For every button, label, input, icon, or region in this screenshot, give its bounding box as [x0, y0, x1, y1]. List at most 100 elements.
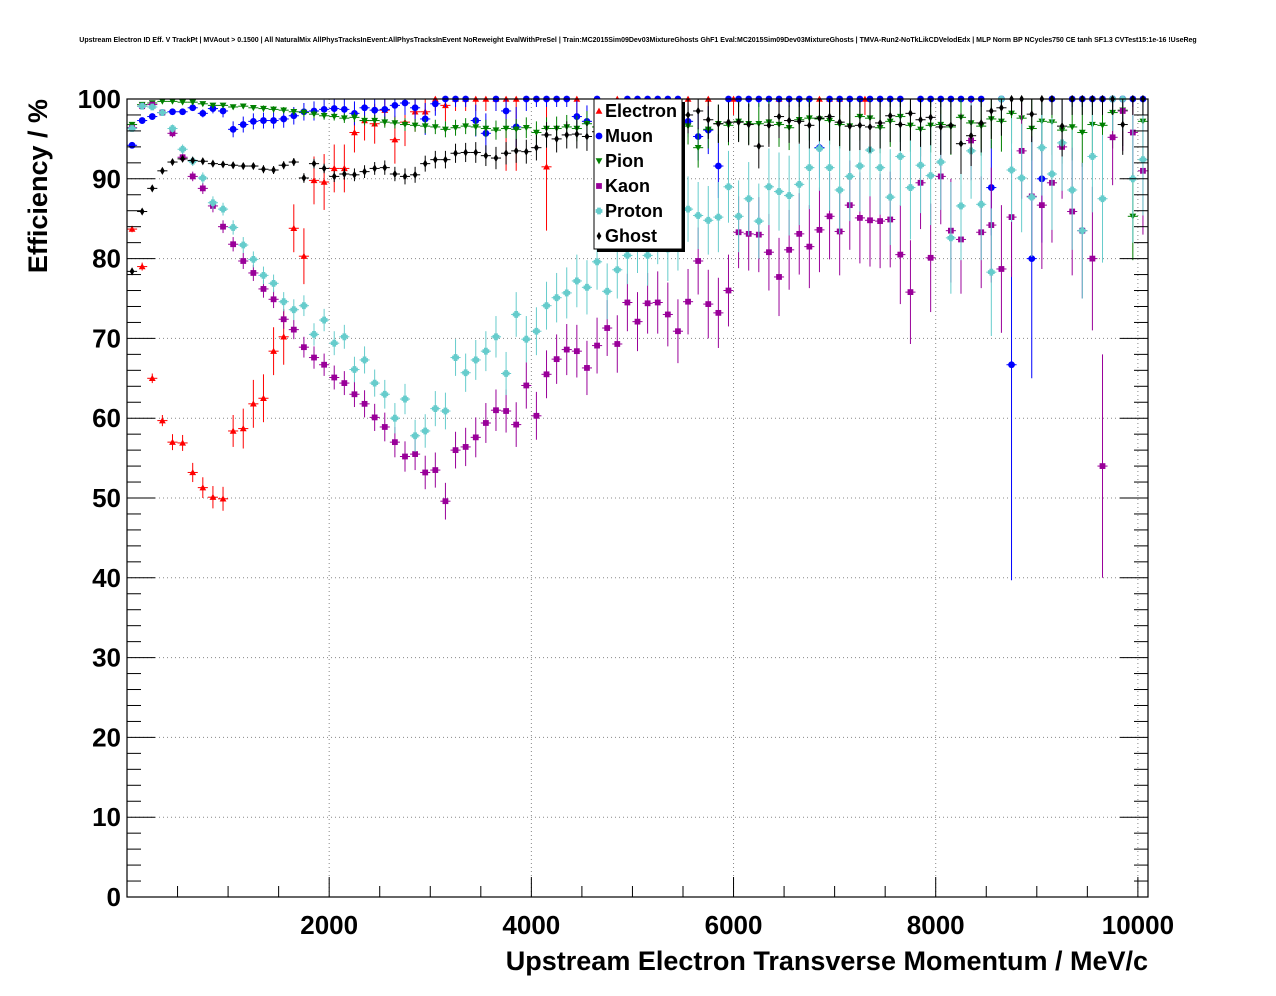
kaon-point	[452, 447, 459, 454]
kaon-point	[432, 467, 439, 473]
proton-point	[371, 379, 379, 387]
kaon-point	[715, 309, 722, 316]
legend: Electron Muon Pion Kaon Proton Ghost	[593, 98, 685, 252]
pion-point	[452, 125, 459, 132]
proton-point	[1078, 227, 1086, 235]
pion-point	[492, 127, 500, 134]
proton-point	[340, 333, 348, 341]
kaon-point	[776, 274, 782, 280]
kaon-point	[503, 408, 509, 414]
proton-point	[987, 268, 995, 276]
proton-point	[896, 153, 904, 160]
muon-point	[290, 112, 298, 120]
proton-point	[199, 174, 207, 182]
kaon-point	[857, 215, 863, 221]
proton-point	[1099, 195, 1106, 203]
electron-point	[219, 495, 227, 502]
kaon-point	[634, 318, 641, 325]
y-tick-label: 100	[78, 84, 121, 114]
kaon-point	[1089, 255, 1096, 262]
proton-point	[1089, 153, 1096, 160]
proton-point	[442, 407, 449, 415]
ghost-point	[281, 161, 287, 170]
kaon-point	[311, 354, 317, 361]
ghost-point	[230, 161, 236, 170]
kaon-point	[321, 361, 328, 368]
electron-point	[209, 493, 217, 500]
pion-point	[169, 98, 176, 105]
ghost-point	[301, 173, 307, 183]
ghost-point	[210, 159, 216, 168]
kaon-point	[422, 469, 429, 476]
kaon-point	[796, 230, 803, 237]
electron-point	[199, 484, 207, 491]
proton-point	[937, 158, 945, 166]
pion-point	[431, 124, 439, 131]
proton-point	[725, 183, 732, 191]
proton-point	[856, 162, 864, 170]
proton-point	[1048, 170, 1056, 178]
kaon-point	[877, 218, 884, 224]
ghost-point	[1120, 120, 1126, 129]
kaon-point	[270, 296, 277, 303]
ghost-point	[928, 113, 934, 122]
ghost-point	[867, 122, 873, 132]
electron-point	[280, 333, 288, 340]
muon-point	[330, 105, 338, 112]
proton-point	[563, 289, 571, 297]
chart-title: Upstream Electron ID Eff. V TrackPt | MV…	[79, 37, 1196, 44]
kaon-point	[381, 424, 388, 430]
kaon-point	[482, 420, 489, 426]
ghost-point	[968, 131, 974, 140]
electron-point	[351, 129, 358, 136]
ghost-point	[331, 172, 337, 181]
y-tick-label: 20	[92, 722, 121, 752]
ghost-point	[817, 114, 822, 123]
proton-point	[462, 369, 470, 377]
pion-point	[330, 113, 338, 120]
ghost-point	[382, 163, 388, 172]
proton-point	[785, 192, 793, 199]
ghost-point	[827, 112, 832, 121]
proton-point	[573, 277, 581, 285]
kaon-point	[614, 341, 621, 347]
legend-marker-pion	[595, 158, 603, 165]
kaon-point	[816, 226, 823, 233]
proton-point	[260, 271, 267, 279]
proton-point	[684, 205, 692, 213]
electron-point	[330, 165, 338, 172]
electron-point	[320, 178, 328, 185]
ghost-point	[988, 106, 994, 116]
legend-label-electron: Electron	[605, 101, 677, 121]
proton-point	[128, 125, 136, 132]
muon-point	[280, 115, 288, 123]
ghost-point	[250, 161, 256, 171]
electron-point	[391, 136, 399, 143]
ghost-point	[847, 122, 853, 131]
proton-point	[522, 335, 530, 343]
kaon-point	[493, 407, 499, 414]
proton-point	[1139, 156, 1147, 164]
legend-marker-ghost	[596, 231, 602, 241]
proton-point	[704, 216, 712, 224]
kaon-point	[867, 217, 873, 224]
pion-point	[502, 125, 510, 132]
kaon-point	[543, 371, 550, 378]
electron-point	[543, 163, 550, 170]
proton-point	[714, 213, 722, 221]
ghost-point	[362, 167, 367, 176]
proton-point	[502, 370, 510, 377]
ghost-point	[523, 147, 529, 156]
ghost-point	[200, 157, 206, 166]
kaon-point	[472, 434, 479, 441]
ghost-point	[483, 151, 489, 160]
y-tick-label: 70	[92, 323, 121, 353]
proton-point	[613, 266, 621, 274]
legend-marker-muon	[595, 132, 603, 140]
proton-point	[280, 298, 288, 306]
proton-point	[290, 306, 298, 314]
proton-point	[1068, 186, 1076, 194]
ghost-point	[493, 153, 499, 163]
ghost-point	[685, 110, 691, 120]
muon-point	[502, 107, 510, 115]
